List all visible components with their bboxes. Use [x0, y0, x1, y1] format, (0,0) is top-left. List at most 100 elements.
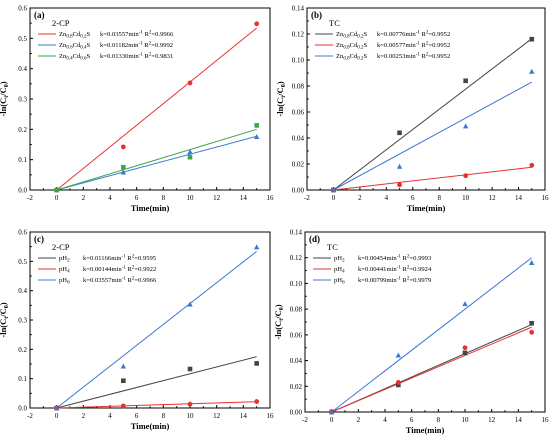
- y-tick-label: 0.1: [18, 156, 27, 164]
- x-tick-label: 8: [437, 194, 441, 202]
- legend-rate-series-3: k=0.01330min-1 R2=0.9831: [100, 53, 173, 61]
- legend-rate-series-2: k=0.00144min-1 R2=0.9922: [83, 266, 156, 274]
- x-tick-label: 12: [213, 412, 221, 420]
- data-point-series-2: [462, 345, 468, 351]
- data-point-series-2: [397, 182, 402, 188]
- legend-name-series-3: pH6: [334, 277, 345, 286]
- x-tick-label: 16: [267, 412, 275, 420]
- data-point-series-2: [120, 403, 126, 409]
- data-point-series-3: [396, 163, 403, 169]
- data-point-series-3: [529, 68, 535, 74]
- panel-label: (a): [34, 10, 45, 20]
- data-point-series-3: [395, 352, 402, 358]
- panel-title: 2-CP: [52, 18, 70, 28]
- data-point-series-3: [328, 409, 335, 415]
- x-tick-label: 16: [267, 194, 275, 202]
- y-tick-label: 0.4: [18, 287, 27, 295]
- x-tick-label: 6: [410, 416, 414, 424]
- data-point-series-1: [462, 350, 468, 356]
- y-tick-label: 0.1: [18, 375, 27, 383]
- y-axis-label: -ln(Ct/C0): [273, 304, 285, 339]
- data-point-series-3: [54, 187, 59, 193]
- data-point-series-1: [463, 78, 468, 84]
- y-tick-label: 0.4: [18, 65, 27, 73]
- y-tick-label: 0.02: [292, 161, 305, 169]
- y-tick-label: 0.08: [292, 83, 305, 91]
- y-tick-label: 0.08: [290, 306, 303, 314]
- panel-label: (b): [311, 10, 322, 20]
- y-tick-label: 0.06: [292, 109, 305, 117]
- y-tick-label: 0.04: [290, 357, 303, 365]
- data-point-series-3: [120, 363, 127, 369]
- x-tick-label: 12: [488, 416, 496, 424]
- y-tick-label: 0.12: [292, 31, 305, 39]
- y-tick-label: 0.10: [290, 280, 303, 288]
- y-tick-label: 0.12: [290, 254, 303, 262]
- x-axis-label: Time(min): [131, 421, 170, 431]
- y-tick-label: 0.14: [290, 229, 303, 237]
- y-tick-label: 0.5: [18, 258, 27, 266]
- data-point-series-1: [254, 361, 259, 366]
- fit-line-series-1: [56, 356, 257, 409]
- y-tick-label: 0.5: [18, 35, 27, 43]
- x-tick-label: -2: [304, 194, 310, 202]
- legend-name-series-3: Zn0.4Cd0.6S: [59, 53, 91, 62]
- panel-label: (d): [309, 234, 320, 244]
- fit-line-series-2: [333, 166, 532, 191]
- data-point-series-3: [253, 244, 260, 250]
- data-point-series-2: [463, 173, 469, 179]
- panel-title: TC: [327, 242, 338, 252]
- legend-rate-series-2: k=0.00441min-1 R2=0.9924: [358, 266, 432, 274]
- fit-line-series-2: [56, 401, 257, 409]
- data-point-series-1: [187, 80, 193, 86]
- x-tick-label: 10: [462, 194, 470, 202]
- x-tick-label: 0: [332, 194, 336, 202]
- data-point-series-1: [121, 378, 126, 384]
- panel-label: (c): [34, 234, 44, 244]
- y-tick-label: 0.2: [18, 126, 27, 134]
- legend-rate-series-1: k=0.00454min-1 R2=0.9993: [358, 255, 432, 263]
- legend-rate-series-1: k=0.03557min-1 R2=0.9966: [100, 31, 174, 39]
- chart-panel-1: -2 0 2 4 6 8 10 12 14 16 0.0 0.1 0.2 0.3 0.4 0.5 0.6 Time…: [0, 5, 274, 214]
- x-tick-label: 12: [213, 194, 221, 202]
- x-tick-label: 4: [383, 416, 387, 424]
- data-point-series-3: [254, 123, 259, 128]
- x-tick-label: 2: [82, 194, 86, 202]
- chart-panel-4: -2 0 2 4 6 8 10 12 14 16 0.00 0.02 0.04 0.06 0.08 0.10 0…: [273, 229, 549, 436]
- legend-rate-series-3: k=0.03557min-1 R2=0.9966: [83, 277, 157, 285]
- data-point-series-3: [187, 154, 193, 160]
- data-point-series-2: [187, 401, 193, 407]
- fit-line-series-3: [56, 250, 257, 409]
- x-axis-label: Time(min): [406, 425, 445, 435]
- y-tick-label: 0.06: [290, 331, 303, 339]
- x-tick-label: 0: [55, 412, 59, 420]
- data-point-series-3: [121, 164, 126, 170]
- x-tick-label: 14: [240, 412, 248, 420]
- x-tick-label: 6: [411, 194, 415, 202]
- legend-rate-series-2: k=0.00577min-1 R2=0.9952: [377, 42, 450, 50]
- legend-rate-series-3: k=0.00799min-1 R2=0.9979: [358, 277, 432, 285]
- data-point-series-1: [396, 382, 401, 388]
- x-tick-label: 4: [108, 412, 112, 420]
- x-axis-label: Time(min): [131, 203, 170, 213]
- legend-name-series-2: Zn0.6Cd0.4S: [59, 42, 91, 51]
- x-tick-label: 6: [135, 194, 139, 202]
- fit-line-series-1: [333, 38, 533, 191]
- legend-name-series-1: pH2: [59, 255, 70, 264]
- data-point-series-2: [187, 149, 193, 155]
- x-tick-label: 2: [82, 412, 86, 420]
- data-point-series-1: [120, 144, 126, 150]
- data-point-series-1: [529, 36, 535, 42]
- x-tick-label: 6: [135, 412, 139, 420]
- x-tick-label: -2: [27, 194, 33, 202]
- data-point-series-2: [253, 134, 260, 140]
- data-point-series-3: [462, 301, 468, 307]
- data-point-series-2: [529, 162, 535, 168]
- data-point-series-1: [397, 130, 402, 136]
- x-tick-label: 12: [489, 194, 497, 202]
- legend-name-series-2: pH4: [59, 266, 70, 275]
- y-tick-label: 0.14: [292, 5, 305, 13]
- x-tick-label: 8: [437, 416, 441, 424]
- x-tick-label: 2: [358, 194, 362, 202]
